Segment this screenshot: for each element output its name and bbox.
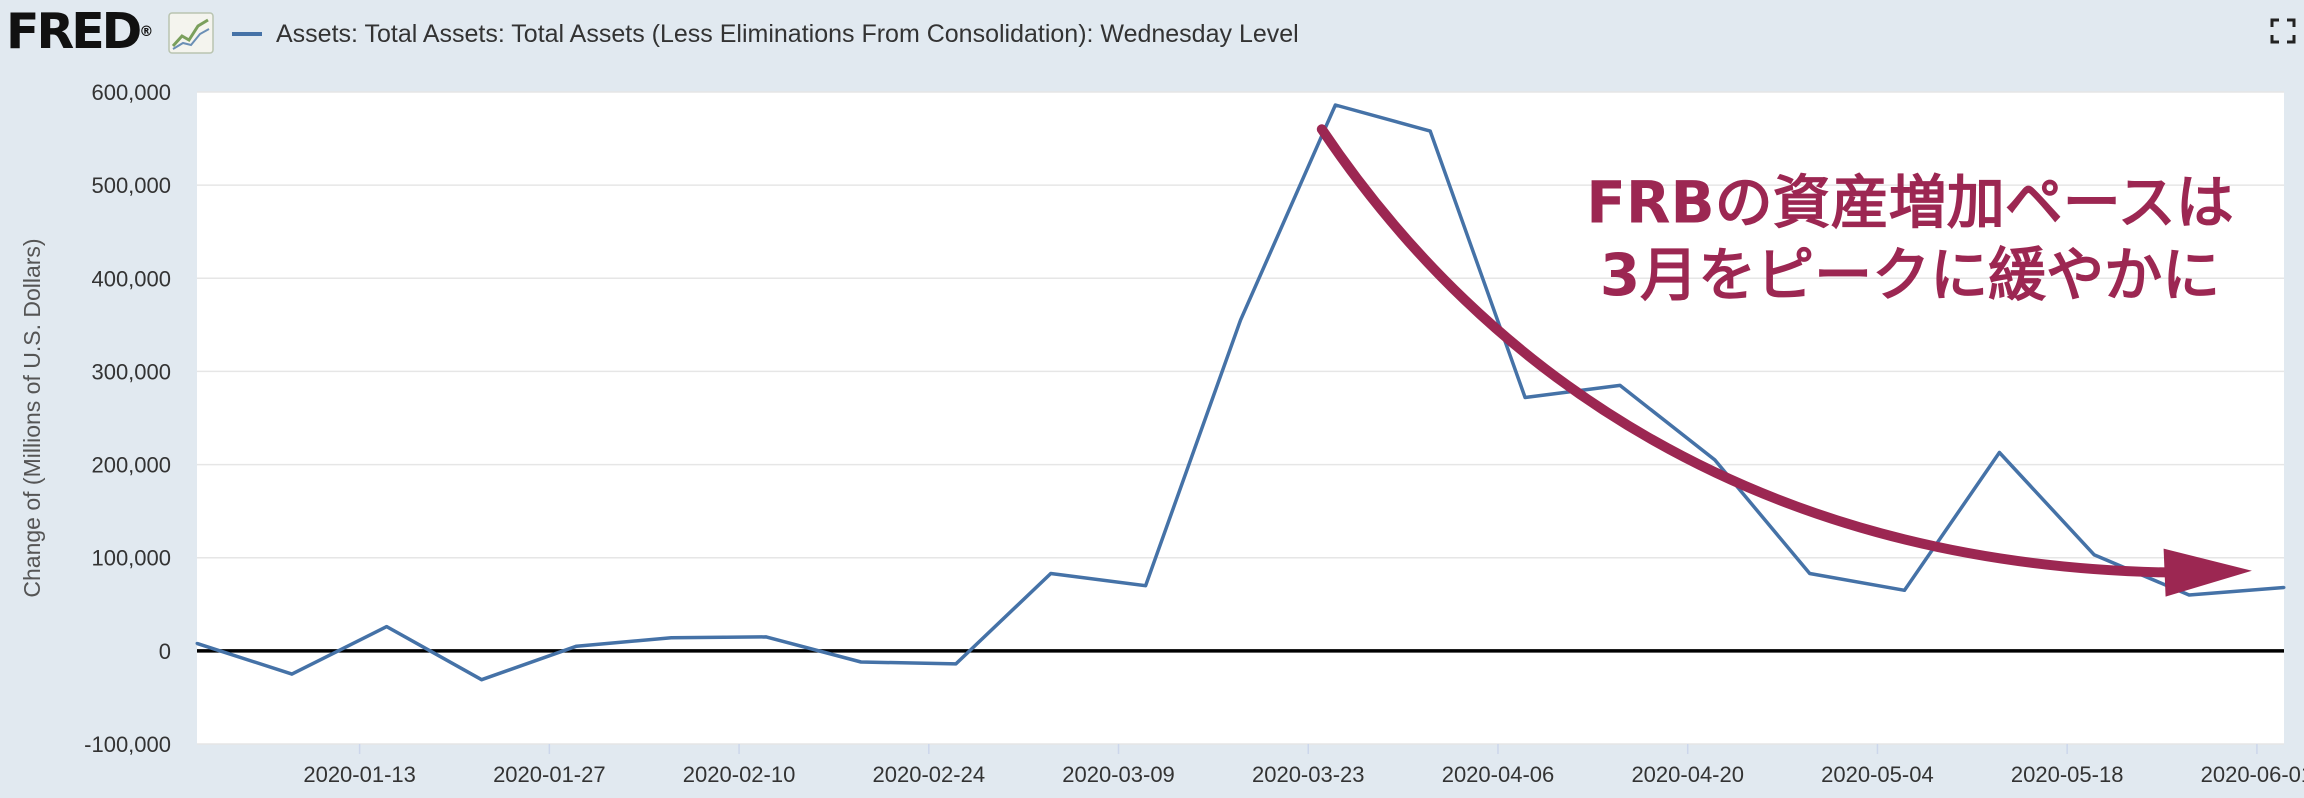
legend-series-label: Assets: Total Assets: Total Assets (Less… [276,19,1299,48]
y-axis-label: Change of (Millions of U.S. Dollars) [19,238,45,597]
y-tick-label: 400,000 [91,266,171,291]
data-point [1997,450,2001,454]
x-tick-label: 2020-01-13 [303,762,416,787]
logo-text: FRED [6,3,142,60]
fred-logo[interactable]: FRED® [6,4,153,60]
y-tick-label: 0 [159,639,171,664]
y-tick-label: 200,000 [91,453,171,478]
annotation-arrow-head [2163,548,2252,597]
data-point [1808,572,1812,576]
x-tick-label: 2020-02-10 [683,762,796,787]
annotation-text-line: FRBの資産増加ペースは [1586,168,2234,236]
data-point [764,635,768,639]
x-tick-label: 2020-05-04 [1821,762,1934,787]
x-tick-label: 2020-02-24 [873,762,986,787]
x-tick-label: 2020-01-27 [493,762,606,787]
fullscreen-icon[interactable] [2270,18,2296,44]
x-tick-label: 2020-05-18 [2011,762,2124,787]
data-point [385,625,389,629]
x-tick-label: 2020-06-01 [2201,762,2304,787]
data-point [2187,593,2191,597]
y-tick-label: 300,000 [91,359,171,384]
data-point [859,660,863,664]
line-chart-icon [168,12,214,54]
legend-series-swatch [232,32,262,36]
data-point [1144,584,1148,588]
legend[interactable]: Assets: Total Assets: Total Assets (Less… [232,14,1299,54]
data-point [1618,383,1622,387]
y-tick-label: 500,000 [91,173,171,198]
annotation-arrow-shaft [1316,124,2181,578]
data-point [1713,458,1717,462]
gridlines [197,91,2284,745]
x-tick-label: 2020-04-06 [1442,762,1555,787]
data-point [1523,396,1527,400]
annotation-text-line: 3月をピークに緩やかに [1600,241,2220,309]
data-point [1428,129,1432,133]
data-point [1049,572,1053,576]
data-point [1903,588,1907,592]
registered-mark: ® [139,24,154,40]
data-point [2282,586,2286,590]
data-point [2092,553,2096,557]
y-tick-label: -100,000 [84,732,171,757]
data-point [290,672,294,676]
x-tick-label: 2020-03-23 [1252,762,1365,787]
data-point [954,662,958,666]
data-point [1333,103,1337,107]
data-point [195,641,199,645]
data-point [480,678,484,682]
y-axis-ticks: -100,000 0 100,000 200,000 300,000 400,000 500… [84,80,171,757]
y-tick-label: 100,000 [91,546,171,571]
plot-area [197,92,2284,744]
x-axis-ticks: 2020-01-13 2020-01-27 2020-02-10 2020-02-24… [303,744,2304,787]
data-point [669,636,673,640]
y-tick-label: 600,000 [91,80,171,105]
x-tick-label: 2020-04-20 [1631,762,1744,787]
x-tick-label: 2020-03-09 [1062,762,1175,787]
data-point [1239,318,1242,322]
data-point [574,644,578,648]
chart-header: FRED® Assets: Total Assets: Total Assets… [0,0,2304,70]
